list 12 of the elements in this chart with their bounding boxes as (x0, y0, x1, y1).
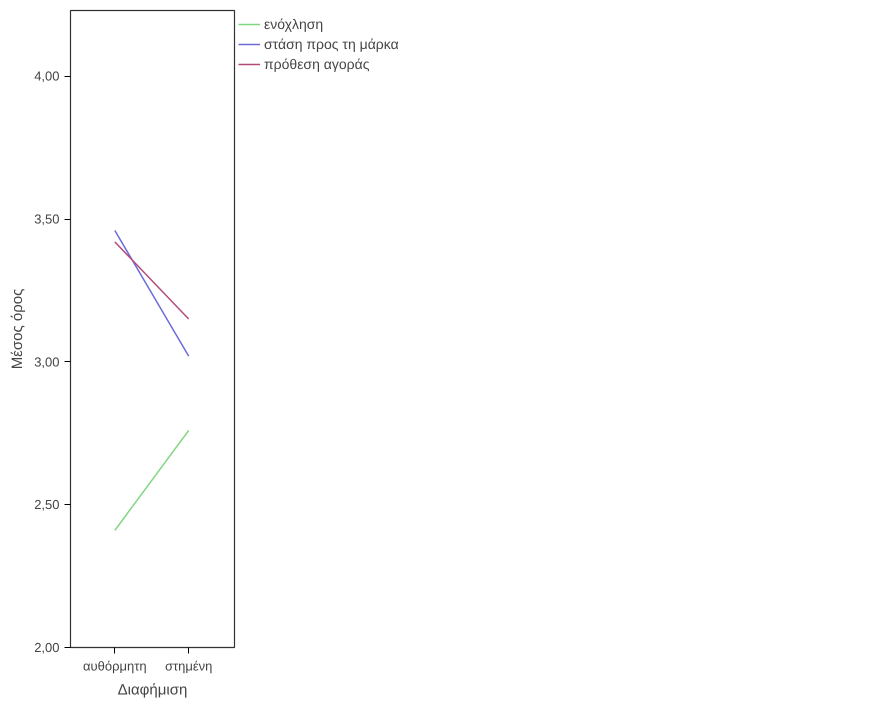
y-tick-label: 3,50 (34, 212, 60, 227)
legend-label: στάση προς τη μάρκα (264, 36, 399, 52)
y-tick-label: 2,50 (34, 497, 60, 512)
x-tick-label: στημένη (164, 658, 212, 674)
y-tick-label: 4,00 (34, 68, 60, 84)
legend-label: ενόχληση (264, 16, 324, 32)
x-axis-title: Διαφήμιση (118, 682, 188, 698)
y-axis-title: Μέσος όρος (9, 288, 26, 370)
y-tick-label: 3,00 (34, 354, 60, 370)
y-tick-label: 2,00 (34, 640, 60, 655)
legend-label: πρόθεση αγοράς (264, 56, 370, 72)
x-tick-label: αυθόρμητη (83, 658, 147, 674)
